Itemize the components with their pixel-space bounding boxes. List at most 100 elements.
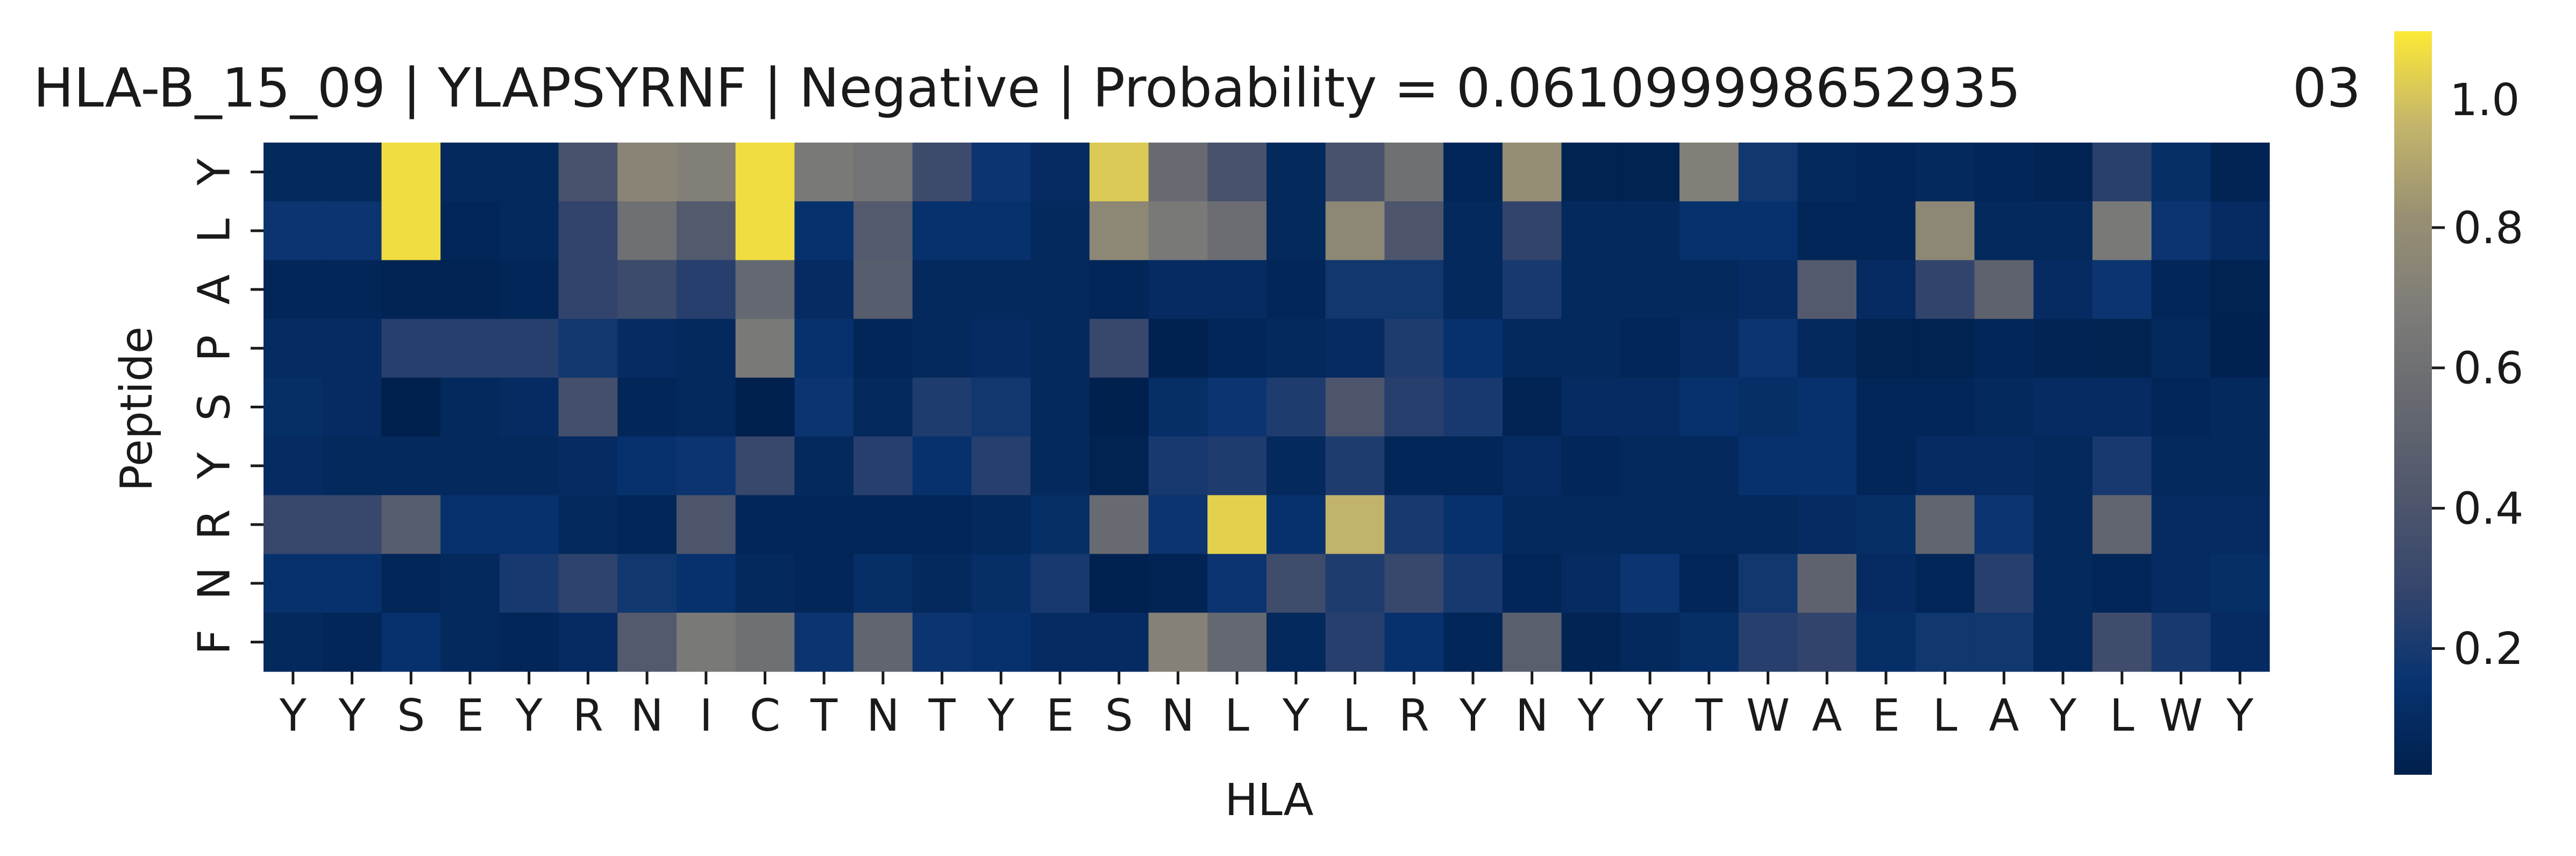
heatmap-cell <box>1384 612 1444 672</box>
x-tick-label: Y <box>1636 690 1664 741</box>
y-axis-label: Peptide <box>111 327 162 491</box>
heatmap-cell <box>1856 201 1916 261</box>
heatmap-cell <box>499 436 559 496</box>
heatmap-cell <box>1266 201 1326 261</box>
colorbar-tick-label: 0.8 <box>2453 203 2523 254</box>
heatmap-cell <box>617 201 677 261</box>
heatmap-cell <box>1325 612 1385 672</box>
heatmap-cell <box>381 143 441 202</box>
x-tick-label: L <box>1933 690 1958 741</box>
heatmap-cell <box>1030 554 1090 613</box>
heatmap-cell <box>1148 143 1208 202</box>
x-tick-label: E <box>456 690 484 741</box>
heatmap-cell <box>1030 143 1090 202</box>
heatmap-cell <box>1325 143 1385 202</box>
heatmap-cell <box>853 319 913 378</box>
heatmap-cell <box>735 377 795 437</box>
heatmap-cell <box>853 612 913 672</box>
heatmap-cell <box>1679 495 1739 555</box>
heatmap-cell <box>1856 612 1916 672</box>
heatmap-cell <box>1856 554 1916 613</box>
heatmap-cell <box>1502 436 1562 496</box>
heatmap-cell <box>1207 377 1267 437</box>
heatmap-cell <box>1502 612 1562 672</box>
heatmap-cell <box>1148 436 1208 496</box>
heatmap-cell <box>1089 201 1149 261</box>
heatmap-cell <box>1148 554 1208 613</box>
heatmap-cell <box>1974 143 2034 202</box>
heatmap-cell <box>1561 436 1621 496</box>
heatmap-cell <box>1679 201 1739 261</box>
heatmap-cell <box>1443 201 1503 261</box>
heatmap-cell <box>1207 554 1267 613</box>
heatmap-cell <box>381 436 441 496</box>
heatmap-cell <box>1856 143 1916 202</box>
heatmap-cell <box>1738 612 1798 672</box>
heatmap-cell <box>1148 260 1208 320</box>
heatmap-cell <box>1620 143 1680 202</box>
heatmap-cell <box>1915 143 1975 202</box>
heatmap-cell <box>971 201 1031 261</box>
heatmap-cell <box>1384 143 1444 202</box>
heatmap-cell <box>676 260 736 320</box>
heatmap-cell <box>1797 201 1857 261</box>
heatmap-cell <box>322 554 382 613</box>
heatmap-cell <box>1561 143 1621 202</box>
heatmap-cell <box>1443 495 1503 555</box>
heatmap-cell <box>1915 495 1975 555</box>
heatmap-cell <box>2092 554 2152 613</box>
heatmap-cell <box>558 554 618 613</box>
heatmap-cell <box>1856 377 1916 437</box>
heatmap-cell <box>1089 612 1149 672</box>
heatmap-cell <box>264 436 323 496</box>
heatmap-cell <box>735 554 795 613</box>
heatmap-cell <box>1325 495 1385 555</box>
heatmap-cell <box>2151 319 2211 378</box>
x-tick-label: L <box>1343 690 1368 741</box>
heatmap-cell <box>1738 436 1798 496</box>
heatmap-cell <box>676 554 736 613</box>
heatmap-cell <box>1915 377 1975 437</box>
x-tick-label: S <box>397 690 425 741</box>
heatmap-cell <box>440 143 500 202</box>
x-tick-label: C <box>750 690 780 741</box>
heatmap-cell <box>440 377 500 437</box>
heatmap-cell <box>1207 612 1267 672</box>
heatmap-cell <box>2033 436 2093 496</box>
heatmap-cell <box>1620 319 1680 378</box>
heatmap-cell <box>1384 436 1444 496</box>
heatmap-cell <box>1443 612 1503 672</box>
heatmap-cell <box>558 319 618 378</box>
y-tick-label: Y <box>189 452 240 480</box>
heatmap-cell <box>1620 260 1680 320</box>
heatmap-cell <box>1679 377 1739 437</box>
heatmap-cell <box>1738 495 1798 555</box>
heatmap-cell <box>499 201 559 261</box>
heatmap-cell <box>1974 377 2034 437</box>
heatmap-cell <box>1679 260 1739 320</box>
heatmap-cell <box>2151 201 2211 261</box>
colorbar-tick-label: 0.2 <box>2453 624 2523 675</box>
heatmap-cell <box>440 612 500 672</box>
heatmap-cell <box>1266 554 1326 613</box>
y-tick-label: N <box>189 567 240 600</box>
heatmap-cells <box>264 143 2270 672</box>
heatmap-cell <box>381 554 441 613</box>
heatmap-cell <box>264 319 323 378</box>
heatmap-cell <box>853 260 913 320</box>
heatmap-cell <box>853 436 913 496</box>
heatmap-cell <box>1030 260 1090 320</box>
x-tick-label: A <box>1812 690 1842 741</box>
heatmap-cell <box>1738 319 1798 378</box>
heatmap-cell <box>1974 612 2034 672</box>
heatmap-cell <box>794 495 854 555</box>
y-tick-label: Y <box>189 158 240 186</box>
heatmap-cell <box>499 143 559 202</box>
heatmap-cell <box>499 319 559 378</box>
heatmap-cell <box>1738 554 1798 613</box>
heatmap-cell <box>1148 612 1208 672</box>
x-tick-label: E <box>1872 690 1900 741</box>
heatmap-cell <box>1325 319 1385 378</box>
heatmap-cell <box>2210 554 2270 613</box>
